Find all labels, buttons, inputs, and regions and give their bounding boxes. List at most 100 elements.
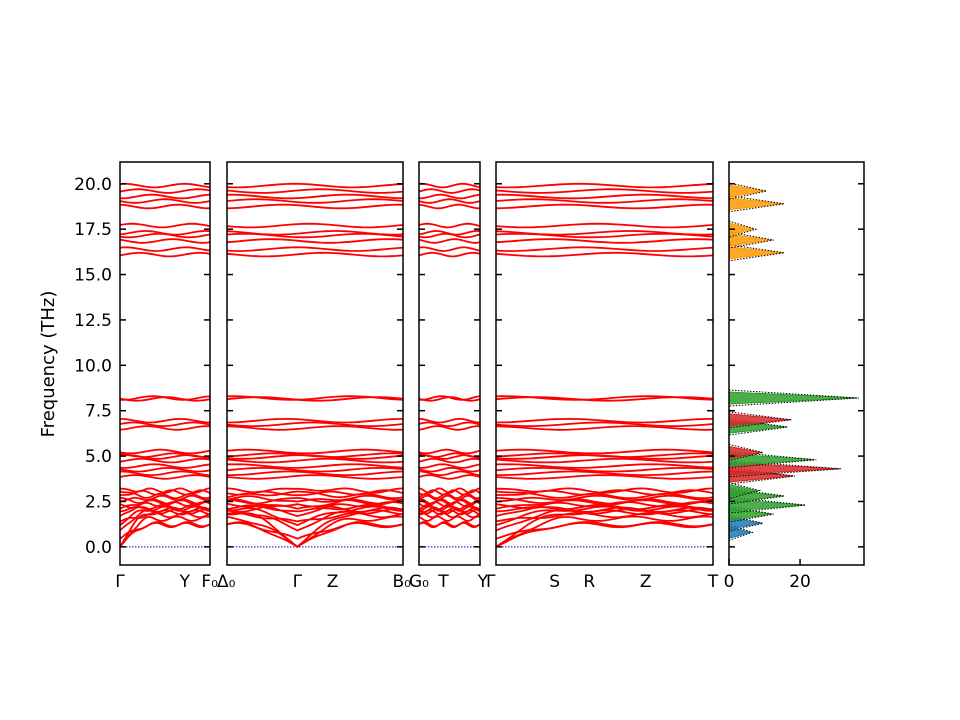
total-dos-outline [728,443,764,461]
phonon-band [226,230,404,236]
band-panel-2: Δ₀ Γ Z B₀ [217,161,411,592]
phonon-band [418,203,480,210]
phonon-band [495,474,714,480]
k-point-label: Δ₀ [217,572,236,592]
phonon-band [418,521,481,528]
phonon-band [119,490,211,500]
phonon-band [226,457,404,464]
phonon-band [226,188,404,194]
dos-x-tick-label: 20 [789,572,811,592]
phonon-band [226,417,404,424]
phonon-band [495,511,714,523]
phonon-band [495,182,714,189]
phonon-band [226,238,404,244]
k-point-label: Y [179,572,191,592]
phonon-band [495,246,714,252]
phonon-band [226,496,404,506]
phonon-band [119,487,211,494]
phonon-band [418,457,481,464]
phonon-band [119,496,211,506]
phonon-band [119,238,211,244]
frequency-axis: 0.0 2.5 5.0 7.5 10.0 12.5 15.0 17.5 20.0 [74,175,112,558]
k-point-label: G₀ [409,572,429,592]
phonon-band [119,188,211,194]
k-point-label: Γ [115,572,125,592]
dos-panel: 0 20 [724,161,865,592]
y-axis-title: Frequency (THz) [38,291,59,438]
phonon-band [119,494,211,503]
k-point-label: F₀ [201,572,218,592]
band-panel-frame [418,161,481,566]
phonon-band [119,182,211,189]
phonon-band [226,487,404,494]
total-dos-outline [728,482,762,500]
phonon-band [495,222,714,229]
phonon-band [226,425,404,431]
y-tick-label: 5.0 [85,447,112,467]
phonon-band [226,448,404,455]
phonon-band [418,489,481,496]
phonon-band [495,505,714,526]
phonon-band [418,487,481,494]
phonon-band [119,448,211,455]
phonon-band [418,474,481,480]
phonon-band [418,222,481,229]
total-dos-outline [728,231,774,249]
band-panel-frame [226,161,404,566]
phonon-band [226,452,404,458]
y-tick-label: 0.0 [85,538,112,558]
phonon-band [418,515,481,522]
phonon-band [495,421,714,427]
phonon-band [418,466,481,473]
phonon-band [226,421,404,427]
band-panel-frame [119,161,211,566]
phonon-band [119,457,211,464]
phonon-band [418,395,481,401]
phonon-band [119,395,211,401]
phonon-band [227,193,404,200]
phonon-band [418,421,481,427]
phonon-band [495,521,714,548]
phonon-band [119,511,211,523]
phonon-band [495,188,714,194]
phonon-band [418,417,481,424]
k-point-label: S [549,572,560,592]
phonon-band [119,222,211,229]
phonon-band [418,498,481,505]
phonon-band [495,463,714,469]
phonon-band [119,498,211,510]
total-dos-outline [728,244,785,262]
k-point-label: Z [640,572,652,592]
phonon-band [226,494,404,503]
y-tick-label: 17.5 [74,220,112,240]
phonon-band [495,494,714,503]
k-point-label: R [583,572,595,592]
phonon-band [418,511,481,519]
phonon-band [418,448,481,455]
phonon-band [495,490,714,500]
phonon-band [119,466,211,473]
phonon-band [119,425,211,431]
phonon-band [418,521,481,529]
phonon-band [119,521,211,540]
phonon-band [119,246,211,252]
phonon-band [419,193,481,200]
phonon-band [119,417,211,424]
phonon-band [418,452,481,458]
k-point-label: T [707,572,719,592]
k-point-label: Y [477,572,489,592]
phonon-band [226,222,404,229]
phonon-band [119,503,211,513]
phonon-band [495,395,714,401]
phonon-band [496,193,714,200]
phonon-band [418,251,481,258]
phonon-band [119,474,211,480]
phonon-band [419,470,481,476]
phonon-band [226,490,404,500]
phonon-band [495,496,714,506]
phonon-band [120,193,211,200]
phonon-band [495,521,714,540]
phonon-band [495,503,714,513]
